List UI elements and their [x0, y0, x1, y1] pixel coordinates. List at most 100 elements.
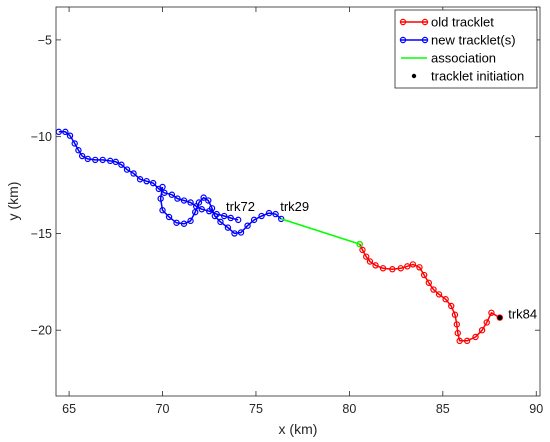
data-point [250, 216, 258, 224]
annotation-trk72: trk72 [226, 199, 255, 214]
legend-label: old tracklet [431, 15, 494, 30]
data-point [363, 253, 370, 260]
legend-swatch-marker [421, 18, 429, 26]
data-point [208, 205, 216, 212]
data-point [372, 262, 379, 269]
data-point [66, 132, 74, 139]
x-tick-label: 65 [62, 402, 76, 416]
data-point [456, 337, 463, 345]
legend-swatch-marker [399, 18, 407, 26]
data-point [130, 170, 137, 177]
data-point [174, 195, 181, 202]
y-tick-label: −20 [31, 324, 52, 338]
series-line [280, 218, 360, 245]
y-axis-label: y (km) [5, 182, 21, 221]
data-point [451, 311, 459, 318]
legend-swatch-marker [421, 36, 429, 44]
plot-area [55, 128, 504, 345]
data-point [168, 191, 176, 198]
series-tracklet-initiation [497, 315, 503, 321]
data-point [195, 199, 203, 206]
data-point [92, 156, 99, 164]
data-point [198, 206, 205, 213]
data-point [71, 140, 78, 147]
data-point [496, 314, 504, 321]
y-tick-label: −15 [31, 227, 52, 241]
data-point [359, 246, 366, 254]
data-point [435, 291, 443, 298]
data-point [389, 266, 396, 273]
data-point [235, 216, 242, 224]
data-point [463, 337, 471, 345]
data-point [217, 218, 224, 226]
data-point [75, 147, 82, 154]
series-association [280, 218, 360, 245]
data-point [272, 210, 279, 218]
y-tick-label: −5 [38, 33, 52, 47]
data-point [442, 296, 449, 303]
plot-frame [55, 6, 541, 397]
data-point [416, 264, 423, 271]
data-point [366, 258, 374, 265]
annotation-trk29: trk29 [280, 199, 309, 214]
data-point [205, 197, 212, 204]
data-point [277, 215, 285, 223]
y-tick-label: −10 [31, 130, 52, 144]
annotation-trk84: trk84 [508, 307, 537, 322]
series-line [359, 243, 501, 342]
data-point [159, 207, 166, 214]
data-point [180, 220, 188, 227]
association-endpoint [356, 240, 363, 248]
data-point [211, 212, 219, 220]
data-point [173, 219, 180, 226]
x-axis-label: x (km) [279, 421, 318, 437]
data-point [453, 321, 461, 328]
data-point [478, 326, 486, 334]
data-point [379, 265, 387, 272]
data-point [78, 152, 86, 160]
legend-label: association [431, 51, 496, 66]
x-tick-label: 85 [436, 402, 450, 416]
data-point [187, 199, 194, 206]
legend-label: new tracklet(s) [431, 33, 516, 48]
data-point [99, 156, 106, 164]
legend-label: tracklet initiation [431, 69, 524, 84]
data-point [244, 222, 251, 229]
data-point [136, 176, 144, 183]
data-point [265, 209, 273, 217]
series-line [159, 186, 282, 235]
data-point [472, 333, 479, 341]
data-point [62, 128, 69, 136]
data-point [258, 212, 265, 220]
data-point [187, 217, 194, 225]
initiation-point [497, 315, 503, 321]
series-new-tracklet-s- [55, 128, 285, 237]
x-tick-label: 70 [156, 402, 170, 416]
series-line [58, 131, 239, 221]
data-point [404, 263, 411, 270]
data-point [220, 212, 228, 220]
series-old-tracklet [356, 240, 504, 345]
axes: 65 70 75 80 85 90 −5 −10 −15 −20 [31, 6, 543, 416]
data-point [192, 208, 199, 216]
legend-swatch-marker [399, 36, 407, 44]
data-point [157, 195, 164, 202]
data-point [112, 158, 119, 166]
data-point [483, 319, 490, 326]
data-point [165, 213, 173, 221]
data-point [425, 279, 433, 286]
x-tick-label: 80 [342, 402, 356, 416]
data-point [180, 197, 188, 204]
legend-swatch-dot [411, 73, 417, 79]
data-point [227, 214, 234, 222]
data-point [118, 161, 125, 168]
data-point [237, 229, 245, 236]
data-point [84, 155, 91, 163]
annotations: trk72 trk29 trk84 [226, 199, 537, 321]
legend-box [394, 9, 538, 89]
x-tick-label: 90 [529, 402, 543, 416]
data-point [448, 302, 455, 310]
data-point [454, 329, 461, 337]
data-point [430, 286, 437, 293]
